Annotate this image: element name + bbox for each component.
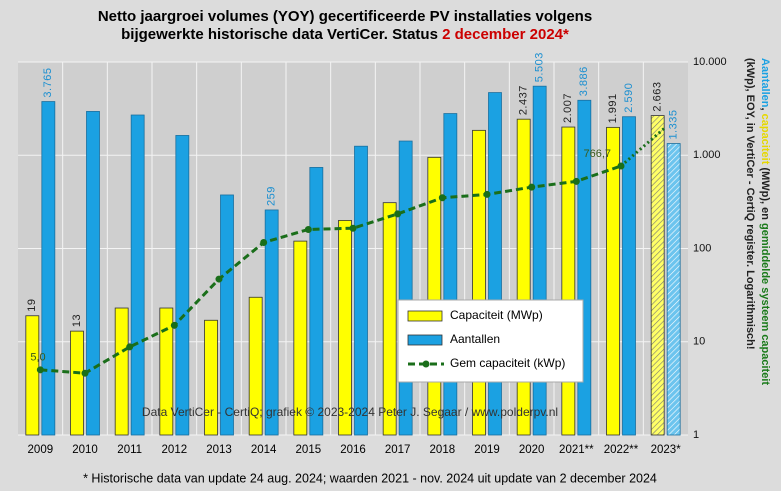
x-tick-label: 2023*: [651, 444, 682, 456]
bar: [41, 101, 56, 436]
bar: [488, 92, 502, 436]
data-label: 2.663: [652, 82, 664, 112]
legend-label: Gem capaciteit (kWp): [450, 356, 565, 370]
line: [40, 164, 622, 375]
data-label: 766,7: [583, 148, 611, 160]
bar: [354, 145, 368, 436]
line-point: [81, 369, 89, 377]
bar: [248, 296, 263, 436]
x-tick-label: 2014: [251, 444, 277, 456]
bar: [114, 307, 129, 436]
bar: [86, 111, 100, 436]
x-tick-label: 2020: [519, 444, 545, 456]
x-tick-label: 2022**: [604, 444, 639, 456]
chart-title-part: bijgewerkte historische data VertiCer. S…: [121, 26, 442, 43]
line-point: [349, 224, 357, 232]
y-tick-label: 10: [693, 336, 705, 348]
data-label: 1.991: [607, 93, 619, 123]
bar: [666, 143, 681, 436]
bar: [472, 129, 486, 436]
bar: [204, 319, 218, 436]
line-point: [304, 225, 312, 233]
bar: [443, 113, 458, 436]
y-axis-label-part: ,: [759, 108, 771, 114]
y-axis-label-part: capaciteit: [759, 114, 771, 165]
x-tick-label: 2011: [117, 444, 142, 456]
bar: [606, 126, 620, 436]
data-label: 1.335: [668, 110, 680, 140]
bar: [561, 126, 576, 436]
line-point: [215, 275, 223, 283]
y-tick-label: 100: [693, 242, 711, 254]
data-label: 3.765: [42, 68, 54, 98]
footnote: * Historische data van update 24 aug. 20…: [83, 471, 657, 485]
x-tick-label: 2017: [385, 444, 411, 456]
bar: [338, 220, 352, 436]
bar: [532, 85, 547, 436]
x-tick-label: 2010: [72, 444, 98, 456]
bar: [650, 115, 665, 436]
data-label: 2.437: [518, 85, 530, 115]
x-tick-label: 2012: [162, 444, 188, 456]
bar: [293, 240, 308, 436]
line-point: [170, 321, 178, 329]
watermark: Data VertiCer - CertiQ; grafiek © 2023-2…: [142, 405, 558, 419]
line-point: [438, 194, 446, 202]
data-label: 259: [266, 186, 278, 206]
y-axis-label: (kWp), EOY, in VertiCer - CertiQ registe…: [744, 58, 756, 350]
bar: [220, 194, 234, 436]
y-tick-label: 1: [693, 429, 699, 441]
x-tick-label: 2021**: [559, 444, 594, 456]
data-label: 5,0: [30, 352, 45, 364]
y-tick-label: 1.000: [693, 149, 721, 161]
x-tick-label: 2018: [430, 444, 456, 456]
y-axis-label: Aantallen, capaciteit (MWp), en gemiddel…: [759, 58, 771, 385]
y-axis-label-part: gemiddelde systeem capaciteit: [759, 223, 771, 385]
y-tick-label: 10.000: [693, 56, 727, 68]
bar: [159, 307, 174, 436]
line-point: [260, 238, 268, 246]
bar: [309, 167, 324, 436]
legend-label: Aantallen: [450, 332, 500, 346]
legend-swatch: [407, 334, 443, 346]
bar: [25, 315, 40, 436]
line-point: [36, 366, 44, 374]
y-axis-label-part: (kWp), EOY, in VertiCer - CertiQ registe…: [744, 58, 756, 350]
data-label: 5.503: [534, 52, 546, 82]
data-label: 2.007: [562, 93, 574, 123]
line-point: [394, 210, 402, 218]
data-label: 2.590: [623, 83, 635, 113]
bar: [398, 140, 413, 436]
bar: [70, 330, 84, 436]
legend-label: Capaciteit (MWp): [450, 308, 543, 322]
line-point: [528, 183, 536, 191]
legend-swatch: [422, 360, 430, 368]
x-tick-label: 2019: [474, 444, 500, 456]
bar: [175, 135, 190, 436]
x-tick-label: 2015: [296, 444, 322, 456]
y-axis-label-part: (MWp), en: [759, 164, 771, 223]
line-point: [126, 343, 134, 351]
bar: [264, 209, 279, 436]
chart-title: bijgewerkte historische data VertiCer. S…: [121, 26, 569, 43]
line-point: [483, 190, 491, 198]
data-label: 3.886: [578, 66, 590, 96]
bar: [130, 114, 145, 436]
bar: [622, 116, 636, 436]
data-label: 19: [26, 299, 38, 312]
y-axis-label-part: Aantallen: [759, 58, 771, 108]
bar: [382, 202, 397, 436]
line-point: [617, 162, 625, 170]
chart-title-highlight: 2 december 2024*: [442, 26, 569, 43]
x-tick-label: 2016: [340, 444, 366, 456]
chart-title: Netto jaargroei volumes (YOY) gecertific…: [98, 8, 592, 25]
bar: [516, 118, 531, 436]
data-label: 13: [71, 314, 83, 327]
legend-swatch: [407, 310, 443, 322]
x-tick-label: 2009: [28, 444, 54, 456]
x-tick-label: 2013: [206, 444, 232, 456]
bar: [427, 156, 442, 436]
line-point: [572, 177, 580, 185]
